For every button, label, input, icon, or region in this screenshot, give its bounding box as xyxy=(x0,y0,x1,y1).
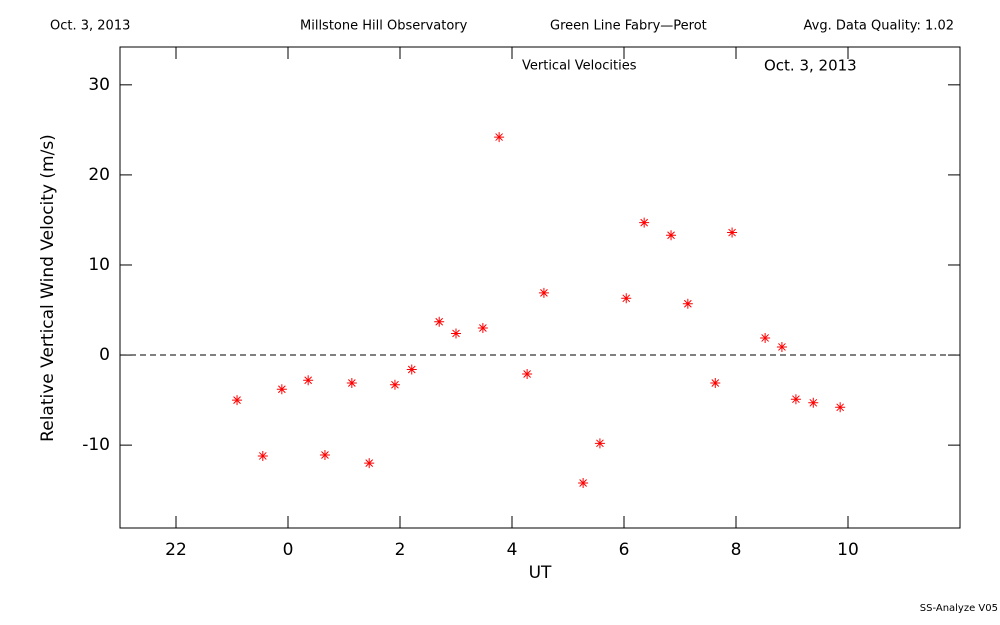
asterisk xyxy=(666,230,677,241)
x-tick-label: 2 xyxy=(395,540,406,560)
asterisk xyxy=(257,450,268,461)
asterisk xyxy=(621,293,632,304)
point xyxy=(406,364,417,375)
point xyxy=(710,377,721,388)
point xyxy=(682,298,693,309)
point xyxy=(666,230,677,241)
asterisk xyxy=(808,397,819,408)
point xyxy=(621,293,632,304)
y-axis-label: Relative Vertical Wind Velocity (m/s) xyxy=(38,134,58,442)
y-tick-label: 30 xyxy=(88,75,110,95)
point xyxy=(727,227,738,238)
asterisk xyxy=(451,328,461,339)
asterisk xyxy=(776,341,787,352)
asterisk xyxy=(389,379,400,390)
y-tick-label: 20 xyxy=(88,165,110,185)
plot-frame xyxy=(119,46,961,529)
x-tick-label: 0 xyxy=(283,540,294,560)
asterisk xyxy=(538,287,549,298)
point xyxy=(364,458,375,469)
point xyxy=(790,394,801,405)
asterisk xyxy=(835,402,846,413)
point xyxy=(522,368,533,379)
asterisk xyxy=(522,368,533,379)
asterisk xyxy=(406,364,417,375)
x-tick-label: 4 xyxy=(507,540,518,560)
point xyxy=(760,332,771,343)
point xyxy=(808,397,819,408)
header-quality: Avg. Data Quality: 1.02 xyxy=(804,19,954,34)
header-date: Oct. 3, 2013 xyxy=(50,19,130,34)
asterisk xyxy=(232,395,243,406)
asterisk xyxy=(682,298,693,309)
point xyxy=(276,384,287,395)
y-tick-label: 0 xyxy=(99,345,110,365)
point xyxy=(639,217,650,228)
x-tick-label: 8 xyxy=(731,540,742,560)
header-instrument: Green Line Fabry—Perot xyxy=(550,19,707,34)
point xyxy=(303,375,314,386)
asterisk xyxy=(319,450,330,461)
x-tick-label: 10 xyxy=(837,540,859,560)
point xyxy=(434,316,445,327)
asterisk xyxy=(760,332,771,343)
point xyxy=(232,395,243,406)
point xyxy=(346,377,357,388)
point xyxy=(538,287,549,298)
asterisk xyxy=(346,377,357,388)
point xyxy=(477,323,488,334)
asterisk xyxy=(594,438,605,449)
asterisk xyxy=(639,217,650,228)
y-tick-label: -10 xyxy=(82,435,110,455)
asterisk xyxy=(710,377,721,388)
asterisk xyxy=(303,375,314,386)
point xyxy=(319,450,330,461)
point xyxy=(835,402,846,413)
y-tick-label: 10 xyxy=(88,255,110,275)
point xyxy=(578,477,589,488)
asterisk xyxy=(727,227,738,238)
asterisk xyxy=(790,394,801,405)
point xyxy=(257,450,268,461)
point xyxy=(776,341,787,352)
header-observatory: Millstone Hill Observatory xyxy=(300,19,468,34)
chart-title: Vertical Velocities xyxy=(522,59,637,74)
point xyxy=(594,438,605,449)
x-tick-label: 6 xyxy=(619,540,630,560)
x-axis-label: UT xyxy=(529,563,552,583)
point xyxy=(451,328,461,339)
point xyxy=(389,379,400,390)
asterisk xyxy=(477,323,488,334)
chart-subtitle: Oct. 3, 2013 xyxy=(764,57,857,75)
asterisk xyxy=(434,316,445,327)
x-tick-label: 22 xyxy=(165,540,187,560)
asterisk xyxy=(578,477,589,488)
asterisk xyxy=(364,458,375,469)
asterisk xyxy=(494,132,505,143)
asterisk xyxy=(276,384,287,395)
point xyxy=(494,132,505,143)
footer: SS-Analyze V05 xyxy=(920,603,998,614)
